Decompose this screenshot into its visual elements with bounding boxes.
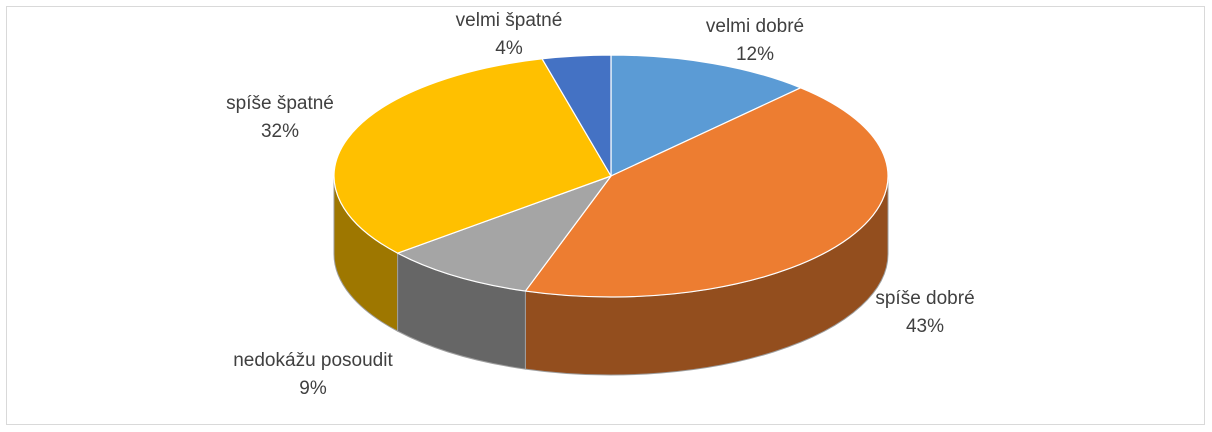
data-label-category: spíše dobré bbox=[875, 288, 974, 309]
data-label-category: velmi dobré bbox=[706, 16, 804, 37]
data-label-category: spíše špatné bbox=[226, 93, 334, 114]
data-label-value: 12% bbox=[736, 44, 774, 65]
slice bbox=[396, 175, 612, 292]
data-label-value: 43% bbox=[906, 316, 944, 337]
slice bbox=[524, 87, 889, 298]
data-label-value: 4% bbox=[495, 38, 523, 59]
slice bbox=[333, 58, 612, 254]
slice bbox=[610, 54, 802, 177]
slice bbox=[541, 54, 612, 177]
data-label-category: velmi špatné bbox=[456, 10, 563, 31]
data-label-value: 32% bbox=[261, 121, 299, 142]
data-label-value: 9% bbox=[299, 378, 327, 399]
data-label-category: nedokážu posoudit bbox=[233, 350, 393, 371]
